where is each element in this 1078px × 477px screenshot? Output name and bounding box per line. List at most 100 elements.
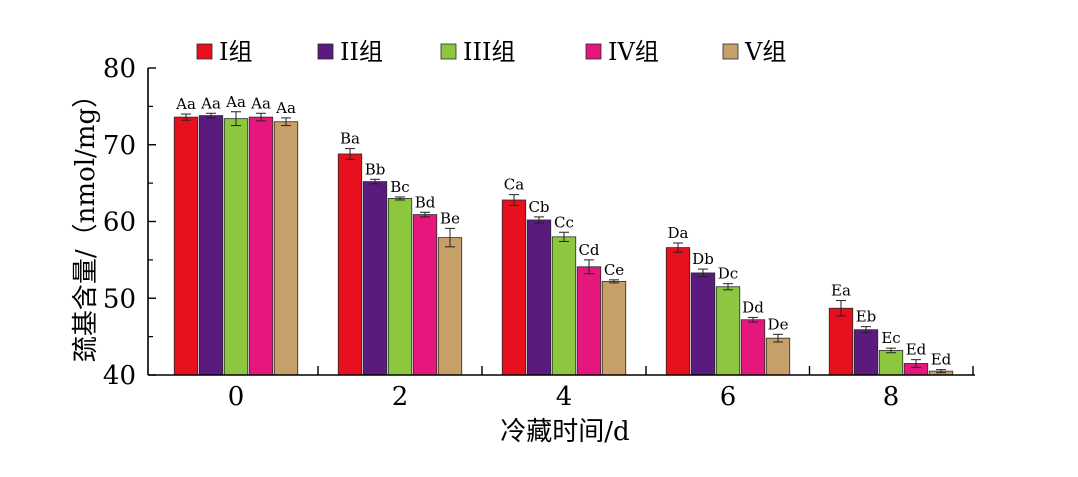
legend-swatch [722,43,739,60]
bar-0-0 [173,116,199,376]
significance-label-4-0: Aa [275,99,296,117]
error-bar-0-1 [345,148,355,160]
error-bar-4-3 [773,333,783,343]
significance-label-1-2: Cb [528,198,549,216]
bar-3-0 [248,116,274,376]
legend: I组 II组 III组 IV组 V组 [196,38,786,66]
error-bar-3-3 [748,316,758,323]
error-bar-2-3 [723,283,733,291]
legend-swatch [317,43,334,60]
significance-label-3-2: Cd [578,241,599,259]
legend-swatch [585,43,602,60]
legend-swatch [440,43,457,60]
error-bar-0-0 [181,113,191,121]
significance-label-3-1: Bd [415,193,436,211]
significance-label-1-1: Bb [365,160,386,178]
significance-label-4-3: De [768,315,789,333]
bar-2-3 [715,286,741,376]
legend-item-0: I组 [196,38,252,66]
significance-label-4-1: Be [440,209,460,227]
bar-2-1 [387,198,413,376]
significance-label-2-1: Bc [390,178,409,196]
x-tick-label-4: 4 [556,382,573,412]
significance-label-3-0: Aa [250,94,271,112]
x-tick-label-6: 6 [720,382,737,412]
bar-0-2 [501,199,527,376]
bar-4-1 [437,237,463,376]
error-bar-4-1 [445,227,455,248]
significance-label-2-2: Cc [554,213,574,231]
error-bar-4-0 [281,117,291,127]
x-tick-label-0: 0 [228,382,245,412]
significance-label-0-3: Da [668,224,689,242]
significance-label-0-2: Ca [504,176,524,194]
bar-1-0 [198,115,224,376]
error-bar-1-3 [698,268,708,278]
error-bar-1-1 [370,178,380,185]
significance-label-3-3: Dd [742,298,764,316]
error-bar-2-1 [395,196,405,201]
legend-item-2: III组 [440,38,515,66]
bar-4-0 [273,121,299,376]
significance-label-0-1: Ba [340,130,360,148]
significance-label-0-0: Aa [175,95,196,113]
significance-label-1-3: Db [692,250,714,268]
bars-layer: Aa Ba Ca Da Ea Aa Bb Cb Db Eb Aa Bc Cc Dc Ec Aa Bd Cd Dd Ed… [173,93,954,376]
bar-2-0 [223,118,249,376]
y-tick-label-80: 80 [103,54,136,84]
y-tick-label-40: 40 [103,361,136,391]
error-bar-4-4 [936,369,946,374]
legend-label: II组 [340,38,383,66]
error-bar-3-1 [420,211,430,218]
significance-label-0-4: Ea [831,282,851,300]
legend-item-3: IV组 [585,38,659,66]
error-bar-2-4 [886,347,896,354]
bar-0-1 [337,153,363,376]
error-bar-2-0 [231,111,241,127]
error-bar-1-2 [534,216,544,224]
significance-label-4-2: Ce [604,261,624,279]
x-tick-label-8: 8 [883,382,900,412]
error-bar-0-2 [509,194,519,206]
legend-label: I组 [219,38,252,66]
y-tick-label-70: 70 [103,131,136,161]
y-axis-title: 巯基含量/（nmol/mg） [71,82,101,362]
axes: 40 50 60 70 80 0 2 4 6 8 [103,54,975,412]
significance-label-2-0: Aa [225,93,246,111]
significance-label-2-4: Ec [881,329,900,347]
bar-3-3 [740,319,766,376]
x-tick-label-2: 2 [392,382,409,412]
significance-label-3-4: Ed [906,341,927,359]
bar-1-3 [690,272,716,376]
legend-item-4: V组 [722,38,786,66]
bar-1-2 [526,219,552,376]
significance-label-1-4: Eb [856,308,877,326]
bar-0-3 [665,247,691,376]
error-bar-3-0 [256,112,266,122]
bar-0-4 [828,307,854,376]
y-tick-label-60: 60 [103,208,136,238]
y-tick-label-50: 50 [103,284,136,314]
legend-item-1: II组 [317,38,383,66]
legend-label: III组 [463,38,515,66]
bar-2-4 [878,350,904,376]
error-bar-3-4 [911,359,921,368]
legend-label: IV组 [608,38,659,66]
significance-label-4-4: Ed [931,351,952,369]
bar-1-1 [362,181,388,376]
error-bar-1-0 [206,112,216,119]
significance-label-2-3: Dc [718,265,738,283]
legend-label: V组 [744,38,786,66]
bar-4-2 [601,280,627,376]
bar-2-2 [551,236,577,376]
error-bar-3-2 [584,259,594,275]
bar-1-4 [853,329,879,376]
bar-3-1 [412,214,438,376]
error-bar-0-4 [836,300,846,317]
bar-4-3 [765,337,791,376]
significance-label-1-0: Aa [200,94,221,112]
error-bar-4-2 [609,279,619,284]
error-bar-1-4 [861,326,871,334]
